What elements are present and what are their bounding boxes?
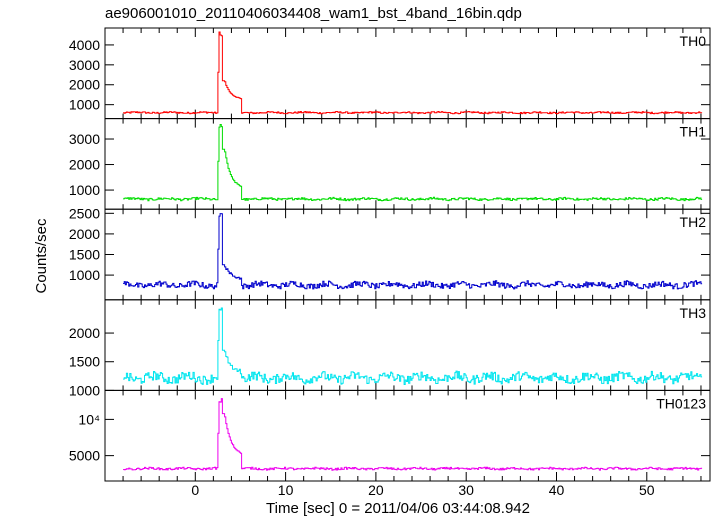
panel-th0123: 5000 10⁴ TH0123: [69, 389, 711, 482]
x-tick-label: 50: [639, 482, 655, 498]
y-tick-label: 1500: [69, 354, 100, 370]
panel-frame: [104, 118, 711, 210]
series-line-th0123: [123, 398, 703, 471]
x-tick-label: 30: [458, 482, 474, 498]
y-tick-label: 2000: [69, 157, 100, 173]
y-tick-label: 2000: [69, 325, 100, 341]
y-tick-label: 3000: [69, 131, 100, 147]
y-tick-label: 1000: [69, 97, 100, 113]
series-line-th3: [123, 307, 703, 385]
y-tick-label: 2500: [69, 205, 100, 221]
panel-label: TH3: [680, 305, 707, 321]
panel-label: TH0: [680, 33, 707, 49]
panel-th1: 1000 2000 3000 TH1: [69, 118, 711, 210]
series-line-th2: [123, 213, 703, 290]
y-tick-label: 10⁴: [78, 411, 100, 427]
x-tick-label: 0: [191, 482, 199, 498]
y-tick-label: 5000: [69, 448, 100, 464]
x-axis-label: Time [sec] 0 = 2011/04/06 03:44:08.942: [266, 500, 530, 516]
panel-th3: 1000 1500 2000 TH3: [69, 299, 711, 398]
series-line-th0: [123, 31, 703, 115]
panel-frame: [104, 27, 711, 120]
panel-frame: [104, 389, 711, 482]
panel-label: TH1: [680, 124, 707, 140]
y-axis-label: Counts/sec: [33, 218, 50, 294]
y-tick-label: 1000: [69, 267, 100, 283]
panel-label: TH2: [680, 214, 707, 230]
y-tick-label: 1000: [69, 382, 100, 398]
series-line-th1: [123, 124, 703, 202]
panel-th2: 1000 1500 2000 2500 TH2: [69, 205, 711, 301]
y-tick-label: 1500: [69, 247, 100, 263]
y-tick-label: 2000: [69, 77, 100, 93]
panel-th0: 1000 2000 3000 4000 TH0: [69, 27, 711, 120]
x-tick-label: 10: [278, 482, 294, 498]
y-tick-label: 1000: [69, 182, 100, 198]
x-tick-label: 20: [368, 482, 384, 498]
y-tick-label: 4000: [69, 37, 100, 53]
y-tick-label: 2000: [69, 226, 100, 242]
y-tick-label: 3000: [69, 57, 100, 73]
x-tick-label: 40: [549, 482, 565, 498]
panel-label: TH0123: [656, 395, 706, 411]
chart-title: ae906001010_20110406034408_wam1_bst_4ban…: [105, 5, 522, 22]
panels: 1000 2000 3000 4000 TH0 1000 2000 3000 TH1 1000 15…: [69, 27, 711, 498]
